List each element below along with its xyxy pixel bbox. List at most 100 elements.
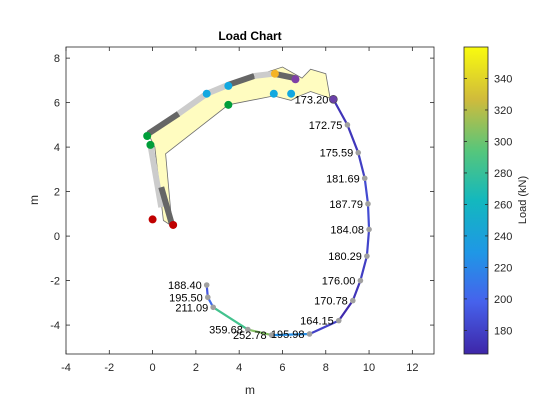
load-value-label: 164.15 (300, 316, 334, 328)
colorbar-tick-label: 240 (494, 231, 512, 243)
load-value-label: 173.20 (295, 94, 329, 106)
load-value-label: 359.68 (209, 325, 243, 337)
colorbar: 180 200 220 240 260 280 300 320 340 Load (kN) (463, 46, 529, 355)
crane-joint (224, 100, 233, 109)
crane-joint (224, 81, 233, 90)
load-point-labels: 173.20 172.75 175.59 181.69 187.79 184.08 180.… (168, 94, 364, 342)
y-axis-label: m (27, 195, 41, 205)
load-value-label: 195.50 (169, 292, 203, 304)
crane-joint (291, 75, 300, 84)
crane-joint (146, 140, 155, 149)
x-tick-label: -4 (61, 362, 71, 374)
x-tick-label: 6 (279, 362, 285, 374)
y-tick-label: 4 (54, 142, 60, 154)
x-tick-label: 4 (236, 362, 242, 374)
load-point (306, 331, 313, 337)
load-value-label: 180.29 (328, 251, 362, 263)
load-path-segment (308, 319, 340, 336)
x-axis: -4 -2 0 2 4 6 8 10 12 (61, 47, 418, 374)
load-point (350, 297, 356, 304)
load-path-segment (359, 255, 368, 282)
load-point (210, 304, 216, 311)
load-path (203, 98, 372, 338)
load-point (355, 149, 362, 156)
crane-member (227, 73, 256, 88)
y-tick-label: 8 (54, 53, 60, 65)
y-tick-label: 6 (54, 98, 60, 110)
load-value-label: 175.59 (320, 148, 354, 160)
crane-joint (269, 89, 278, 98)
load-path-segment (212, 306, 249, 331)
x-axis-label: m (245, 383, 255, 397)
load-value-label: 172.75 (309, 120, 343, 132)
y-axis: -4 -2 0 2 4 6 8 (50, 53, 434, 332)
crane-joint (287, 89, 296, 98)
colorbar-label: Load (kN) (517, 176, 529, 224)
x-tick-label: -2 (104, 362, 114, 374)
x-tick-label: 2 (193, 362, 199, 374)
colorbar-tick-label: 180 (494, 325, 512, 337)
load-value-label: 211.09 (175, 302, 208, 314)
load-path-segment (246, 328, 273, 337)
crane-member (146, 111, 181, 137)
load-value-label: 184.08 (330, 224, 364, 236)
x-tick-label: 0 (150, 362, 156, 374)
crane-joints (143, 69, 338, 229)
load-point (365, 201, 371, 207)
colorbar-tick-label: 300 (494, 136, 512, 148)
load-point (366, 226, 372, 233)
chart-title: Load Chart (218, 29, 281, 43)
crane-joint (202, 89, 211, 98)
load-value-label: 187.79 (329, 199, 363, 211)
load-path-segment (351, 279, 362, 302)
colorbar-gradient (463, 46, 489, 355)
load-path-segment (270, 332, 311, 337)
load-point (357, 277, 364, 284)
load-value-label: 195.98 (271, 329, 305, 341)
crane-member (147, 144, 165, 208)
y-tick-label: -4 (50, 320, 60, 332)
crane-joint (270, 69, 279, 78)
crane-member (176, 91, 209, 117)
load-value-label: 170.78 (314, 296, 348, 308)
load-path-segment (363, 177, 370, 205)
load-point (361, 175, 368, 182)
x-tick-label: 12 (406, 362, 418, 374)
colorbar-tick-label: 200 (494, 294, 512, 306)
crane-member (158, 186, 175, 226)
load-path-segment (337, 299, 354, 322)
load-point (344, 122, 351, 128)
plot-content (143, 66, 372, 338)
load-point (268, 332, 275, 338)
colorbar-tick-label: 220 (494, 262, 512, 274)
x-tick-label: 8 (323, 362, 329, 374)
colorbar-tick-label: 340 (494, 73, 512, 85)
y-tick-label: 2 (54, 187, 60, 199)
crane-member (253, 70, 275, 79)
crane-joint (148, 215, 157, 224)
colorbar-tick-label: 280 (494, 168, 512, 180)
colorbar-ticks: 180 200 220 240 260 280 300 320 340 (464, 73, 512, 337)
load-point (245, 326, 251, 333)
crane-joint (169, 220, 178, 229)
x-tick-label: 10 (363, 362, 375, 374)
colorbar-tick-label: 260 (494, 199, 512, 211)
load-value-label: 252.78 (233, 330, 267, 342)
plot-frame (65, 46, 435, 355)
colorbar-tick-label: 320 (494, 105, 512, 117)
load-value-label: 176.00 (322, 276, 356, 288)
load-point (203, 282, 210, 288)
load-point (204, 294, 211, 301)
load-point (335, 317, 342, 324)
load-value-label: 181.69 (326, 173, 360, 185)
load-path-segment (357, 151, 366, 180)
y-tick-label: 0 (54, 231, 60, 243)
load-path-segment (332, 98, 349, 126)
load-path-segment (346, 123, 360, 154)
y-tick-label: -2 (50, 276, 60, 288)
crane-joint (329, 94, 338, 104)
load-point (364, 253, 370, 259)
crane-joint (143, 131, 152, 140)
load-value-label: 188.40 (168, 280, 202, 292)
